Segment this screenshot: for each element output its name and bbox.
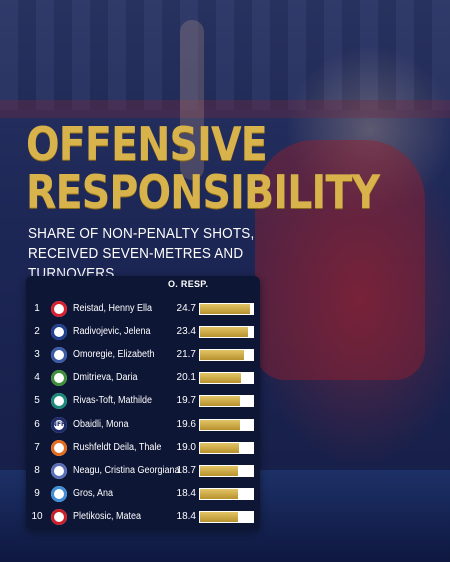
rank-number: 9: [34, 487, 40, 499]
rank-number: 6: [34, 418, 40, 430]
bar-track: [199, 418, 254, 431]
bar: [200, 419, 240, 430]
data-label: 18.7: [176, 464, 196, 476]
player-name: Obaidli, Mona: [73, 418, 129, 430]
player-figure: [255, 140, 425, 380]
data-label: 23.4: [176, 326, 196, 338]
ranking-row: 4 Dmitrieva, Daria 20.1: [26, 367, 260, 390]
red-white-club-icon: [51, 301, 67, 317]
title-line-2: RESPONSIBILITY: [26, 165, 380, 219]
rank-number: 5: [34, 395, 40, 407]
bar: [200, 396, 241, 407]
ranking-row: 7 Rushfeldt Deila, Thale 19.0: [26, 437, 260, 460]
lightblue-club-icon: [51, 485, 67, 502]
nfh-club-icon: NFH: [51, 416, 67, 433]
player-name: Rivas-Toft, Mathilde: [73, 395, 153, 407]
bar-track: [199, 349, 254, 362]
bar-track: [199, 326, 254, 339]
rank-number: 1: [34, 303, 40, 314]
data-label: 24.7: [176, 303, 196, 314]
bar-track: [199, 510, 254, 523]
data-label: 19.6: [176, 418, 196, 430]
crest-club-icon: [51, 347, 67, 364]
player-raised-arm: [180, 20, 204, 180]
bar: [200, 327, 248, 338]
orange-club-icon: [51, 439, 67, 456]
bar: [200, 373, 241, 384]
ranking-row: 5 Rivas-Toft, Mathilde 19.7: [26, 390, 260, 413]
teal-club-icon: [51, 393, 67, 410]
ranking-row: 3 Omoregie, Elizabeth 21.7: [26, 344, 260, 367]
rank-number: 2: [34, 326, 40, 338]
data-label: 21.7: [176, 349, 196, 361]
ranking-row: 2 Radivojevic, Jelena 23.4: [26, 321, 260, 344]
bar-track: [199, 303, 254, 315]
arena-stripe: [0, 100, 450, 118]
rank-number: 4: [34, 372, 40, 384]
ranking-row: 9 Gros, Ana 18.4: [26, 483, 260, 506]
shield-club-icon: [51, 462, 67, 479]
data-label: 19.7: [176, 395, 196, 407]
data-label: 18.4: [176, 510, 196, 522]
rank-number: 10: [31, 510, 43, 522]
rank-number: 7: [34, 441, 40, 453]
data-label: 18.4: [176, 487, 196, 499]
bar: [200, 442, 239, 453]
player-name: Neagu, Cristina Georgiana: [73, 464, 180, 476]
bar-track: [199, 441, 254, 454]
chart-title: OFFENSIVE RESPONSIBILITY: [26, 117, 380, 219]
data-label: 19.0: [176, 441, 196, 453]
title-line-1: OFFENSIVE: [26, 117, 268, 171]
ranking-row: 8 Neagu, Cristina Georgiana 18.7: [26, 460, 260, 483]
ranking-row: 6 NFH Obaidli, Mona 19.6: [26, 414, 260, 437]
player-name: Omoregie, Elizabeth: [73, 349, 155, 361]
player-name: Dmitrieva, Daria: [73, 372, 138, 384]
green-club-icon: [51, 370, 67, 387]
bar: [200, 304, 251, 314]
data-label: 20.1: [176, 372, 196, 384]
bar: [200, 350, 245, 361]
value-column-header: O. RESP.: [168, 279, 209, 289]
rank-number: 3: [34, 349, 40, 361]
red-script-club-icon: [51, 508, 67, 525]
bar-track: [199, 372, 254, 385]
bar: [200, 465, 239, 476]
player-name: Gros, Ana: [73, 487, 114, 499]
bar-track: [199, 395, 254, 408]
bar: [200, 511, 238, 522]
player-name: Rushfeldt Deila, Thale: [73, 441, 162, 453]
ranking-row: 10 Pletikosic, Matea 18.4: [26, 506, 260, 529]
player-name: Pletikosic, Matea: [73, 510, 142, 522]
rank-number: 8: [34, 464, 40, 476]
blue-club-icon: [51, 324, 67, 341]
bar-track: [199, 464, 254, 477]
ranking-row: 1 Reistad, Henny Ella 24.7: [26, 298, 260, 321]
player-name: Reistad, Henny Ella: [73, 303, 153, 314]
bar: [200, 488, 238, 499]
chart-subtitle: SHARE OF NON-PENALTY SHOTS, RECEIVED SEV…: [28, 225, 255, 282]
crowd-backdrop: [0, 0, 450, 110]
bar-track: [199, 487, 254, 500]
player-name: Radivojevic, Jelena: [73, 326, 151, 338]
